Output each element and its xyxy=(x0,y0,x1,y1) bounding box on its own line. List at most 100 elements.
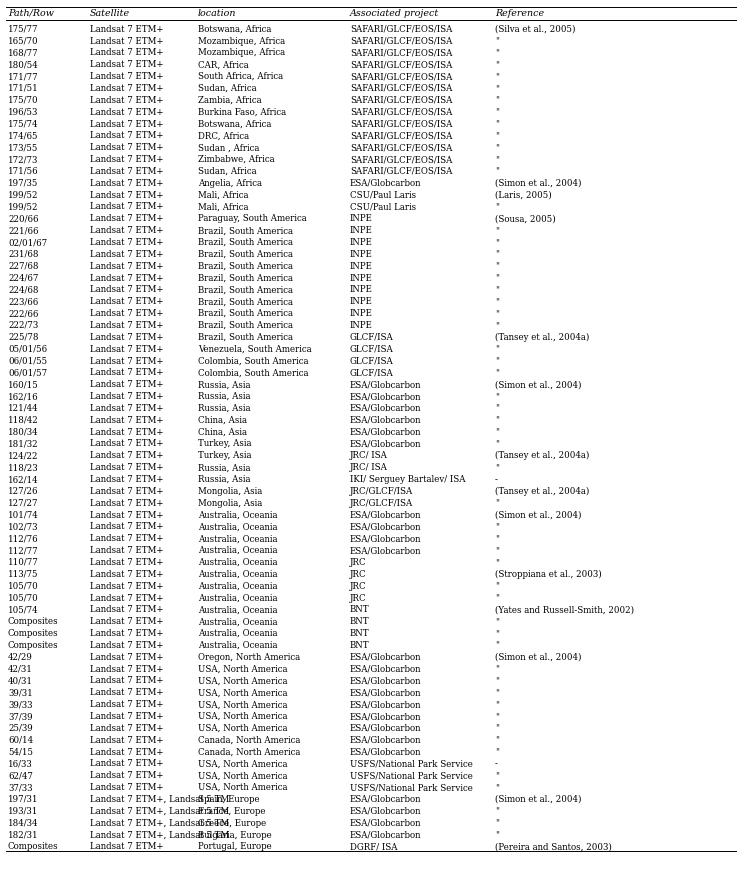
Text: Composites: Composites xyxy=(8,641,59,650)
Text: -: - xyxy=(495,760,498,768)
Text: 39/33: 39/33 xyxy=(8,700,33,710)
Text: Turkey, Asia: Turkey, Asia xyxy=(198,452,252,460)
Text: Landsat 7 ETM+: Landsat 7 ETM+ xyxy=(90,131,163,140)
Text: 184/34: 184/34 xyxy=(8,819,39,828)
Text: CSU/Paul Laris: CSU/Paul Laris xyxy=(350,191,416,200)
Text: Landsat 7 ETM+: Landsat 7 ETM+ xyxy=(90,593,163,603)
Text: ": " xyxy=(495,499,499,507)
Text: Landsat 7 ETM+: Landsat 7 ETM+ xyxy=(90,368,163,377)
Text: Landsat 7 ETM+: Landsat 7 ETM+ xyxy=(90,546,163,555)
Text: 225/78: 225/78 xyxy=(8,332,39,342)
Text: (Silva et al., 2005): (Silva et al., 2005) xyxy=(495,24,576,34)
Text: SAFARI/GLCF/EOS/ISA: SAFARI/GLCF/EOS/ISA xyxy=(350,96,453,105)
Text: ": " xyxy=(495,345,499,354)
Text: ESA/Globcarbon: ESA/Globcarbon xyxy=(350,700,421,710)
Text: JRC: JRC xyxy=(350,558,367,567)
Text: (Simon et al., 2004): (Simon et al., 2004) xyxy=(495,381,582,389)
Text: Zimbabwe, Africa: Zimbabwe, Africa xyxy=(198,155,275,164)
Text: Canada, North America: Canada, North America xyxy=(198,736,301,745)
Text: 196/53: 196/53 xyxy=(8,108,39,116)
Text: 37/39: 37/39 xyxy=(8,712,33,721)
Text: Landsat 7 ETM+: Landsat 7 ETM+ xyxy=(90,72,163,81)
Text: SAFARI/GLCF/EOS/ISA: SAFARI/GLCF/EOS/ISA xyxy=(350,131,453,140)
Text: Paraguay, South America: Paraguay, South America xyxy=(198,214,306,223)
Text: France, Europe: France, Europe xyxy=(198,807,266,816)
Text: BNT: BNT xyxy=(350,617,370,626)
Text: 121/44: 121/44 xyxy=(8,404,39,413)
Text: ": " xyxy=(495,404,499,413)
Text: DRC, Africa: DRC, Africa xyxy=(198,131,249,140)
Text: 171/77: 171/77 xyxy=(8,72,39,81)
Text: Colombia, South America: Colombia, South America xyxy=(198,356,309,366)
Text: 221/66: 221/66 xyxy=(8,227,39,235)
Text: Angelia, Africa: Angelia, Africa xyxy=(198,178,262,188)
Text: Landsat 7 ETM+: Landsat 7 ETM+ xyxy=(90,404,163,413)
Text: Landsat 7 ETM+: Landsat 7 ETM+ xyxy=(90,463,163,472)
Text: Landsat 7 ETM+: Landsat 7 ETM+ xyxy=(90,227,163,235)
Text: Path/Row: Path/Row xyxy=(8,9,54,18)
Text: Brazil, South America: Brazil, South America xyxy=(198,238,293,247)
Text: INPE: INPE xyxy=(350,285,373,295)
Text: Brazil, South America: Brazil, South America xyxy=(198,285,293,295)
Text: ESA/Globcarbon: ESA/Globcarbon xyxy=(350,404,421,413)
Text: Russia, Asia: Russia, Asia xyxy=(198,463,251,472)
Text: Associated project: Associated project xyxy=(350,9,439,18)
Text: Landsat 7 ETM+: Landsat 7 ETM+ xyxy=(90,120,163,129)
Text: 39/31: 39/31 xyxy=(8,689,33,697)
Text: SAFARI/GLCF/EOS/ISA: SAFARI/GLCF/EOS/ISA xyxy=(350,108,453,116)
Text: Burkina Faso, Africa: Burkina Faso, Africa xyxy=(198,108,286,116)
Text: 113/75: 113/75 xyxy=(8,570,39,579)
Text: Australia, Oceania: Australia, Oceania xyxy=(198,582,278,591)
Text: 102/73: 102/73 xyxy=(8,522,39,531)
Text: ": " xyxy=(495,546,499,555)
Text: Landsat 7 ETM+: Landsat 7 ETM+ xyxy=(90,191,163,200)
Text: BNT: BNT xyxy=(350,629,370,638)
Text: ESA/Globcarbon: ESA/Globcarbon xyxy=(350,736,421,745)
Text: 173/55: 173/55 xyxy=(8,144,39,152)
Text: 197/35: 197/35 xyxy=(8,178,39,188)
Text: Botswana, Africa: Botswana, Africa xyxy=(198,24,272,34)
Text: Australia, Oceania: Australia, Oceania xyxy=(198,546,278,555)
Text: 222/73: 222/73 xyxy=(8,321,39,330)
Text: ESA/Globcarbon: ESA/Globcarbon xyxy=(350,807,421,816)
Text: ": " xyxy=(495,155,499,164)
Text: INPE: INPE xyxy=(350,262,373,270)
Text: Landsat 7 ETM+: Landsat 7 ETM+ xyxy=(90,285,163,295)
Text: SAFARI/GLCF/EOS/ISA: SAFARI/GLCF/EOS/ISA xyxy=(350,60,453,69)
Text: Sudan, Africa: Sudan, Africa xyxy=(198,167,257,176)
Text: Mali, Africa: Mali, Africa xyxy=(198,191,249,200)
Text: Landsat 7 ETM+: Landsat 7 ETM+ xyxy=(90,439,163,449)
Text: 101/74: 101/74 xyxy=(8,511,39,520)
Text: Russia, Asia: Russia, Asia xyxy=(198,475,251,484)
Text: USFS/National Park Service: USFS/National Park Service xyxy=(350,771,473,780)
Text: SAFARI/GLCF/EOS/ISA: SAFARI/GLCF/EOS/ISA xyxy=(350,84,453,93)
Text: Landsat 7 ETM+: Landsat 7 ETM+ xyxy=(90,771,163,780)
Text: ESA/Globcarbon: ESA/Globcarbon xyxy=(350,178,421,188)
Text: Oregon, North America: Oregon, North America xyxy=(198,653,300,662)
Text: 118/42: 118/42 xyxy=(8,416,39,424)
Text: Landsat 7 ETM+: Landsat 7 ETM+ xyxy=(90,178,163,188)
Text: Landsat 7 ETM+: Landsat 7 ETM+ xyxy=(90,653,163,662)
Text: Brazil, South America: Brazil, South America xyxy=(198,227,293,235)
Text: ": " xyxy=(495,84,499,93)
Text: Landsat 7 ETM+: Landsat 7 ETM+ xyxy=(90,155,163,164)
Text: JRC/GLCF/ISA: JRC/GLCF/ISA xyxy=(350,499,413,507)
Text: 02/01/67: 02/01/67 xyxy=(8,238,47,247)
Text: ESA/Globcarbon: ESA/Globcarbon xyxy=(350,795,421,804)
Text: INPE: INPE xyxy=(350,321,373,330)
Text: ": " xyxy=(495,321,499,330)
Text: Landsat 7 ETM+: Landsat 7 ETM+ xyxy=(90,332,163,342)
Text: CSU/Paul Laris: CSU/Paul Laris xyxy=(350,202,416,212)
Text: Landsat 7 ETM+, Landsat 5 TM: Landsat 7 ETM+, Landsat 5 TM xyxy=(90,807,229,816)
Text: 174/65: 174/65 xyxy=(8,131,39,140)
Text: Landsat 7 ETM+: Landsat 7 ETM+ xyxy=(90,345,163,354)
Text: INPE: INPE xyxy=(350,309,373,318)
Text: 227/68: 227/68 xyxy=(8,262,39,270)
Text: 180/34: 180/34 xyxy=(8,428,39,437)
Text: INPE: INPE xyxy=(350,238,373,247)
Text: 06/01/55: 06/01/55 xyxy=(8,356,47,366)
Text: Landsat 7 ETM+: Landsat 7 ETM+ xyxy=(90,392,163,401)
Text: Brazil, South America: Brazil, South America xyxy=(198,250,293,259)
Text: USA, North America: USA, North America xyxy=(198,724,287,733)
Text: 172/73: 172/73 xyxy=(8,155,39,164)
